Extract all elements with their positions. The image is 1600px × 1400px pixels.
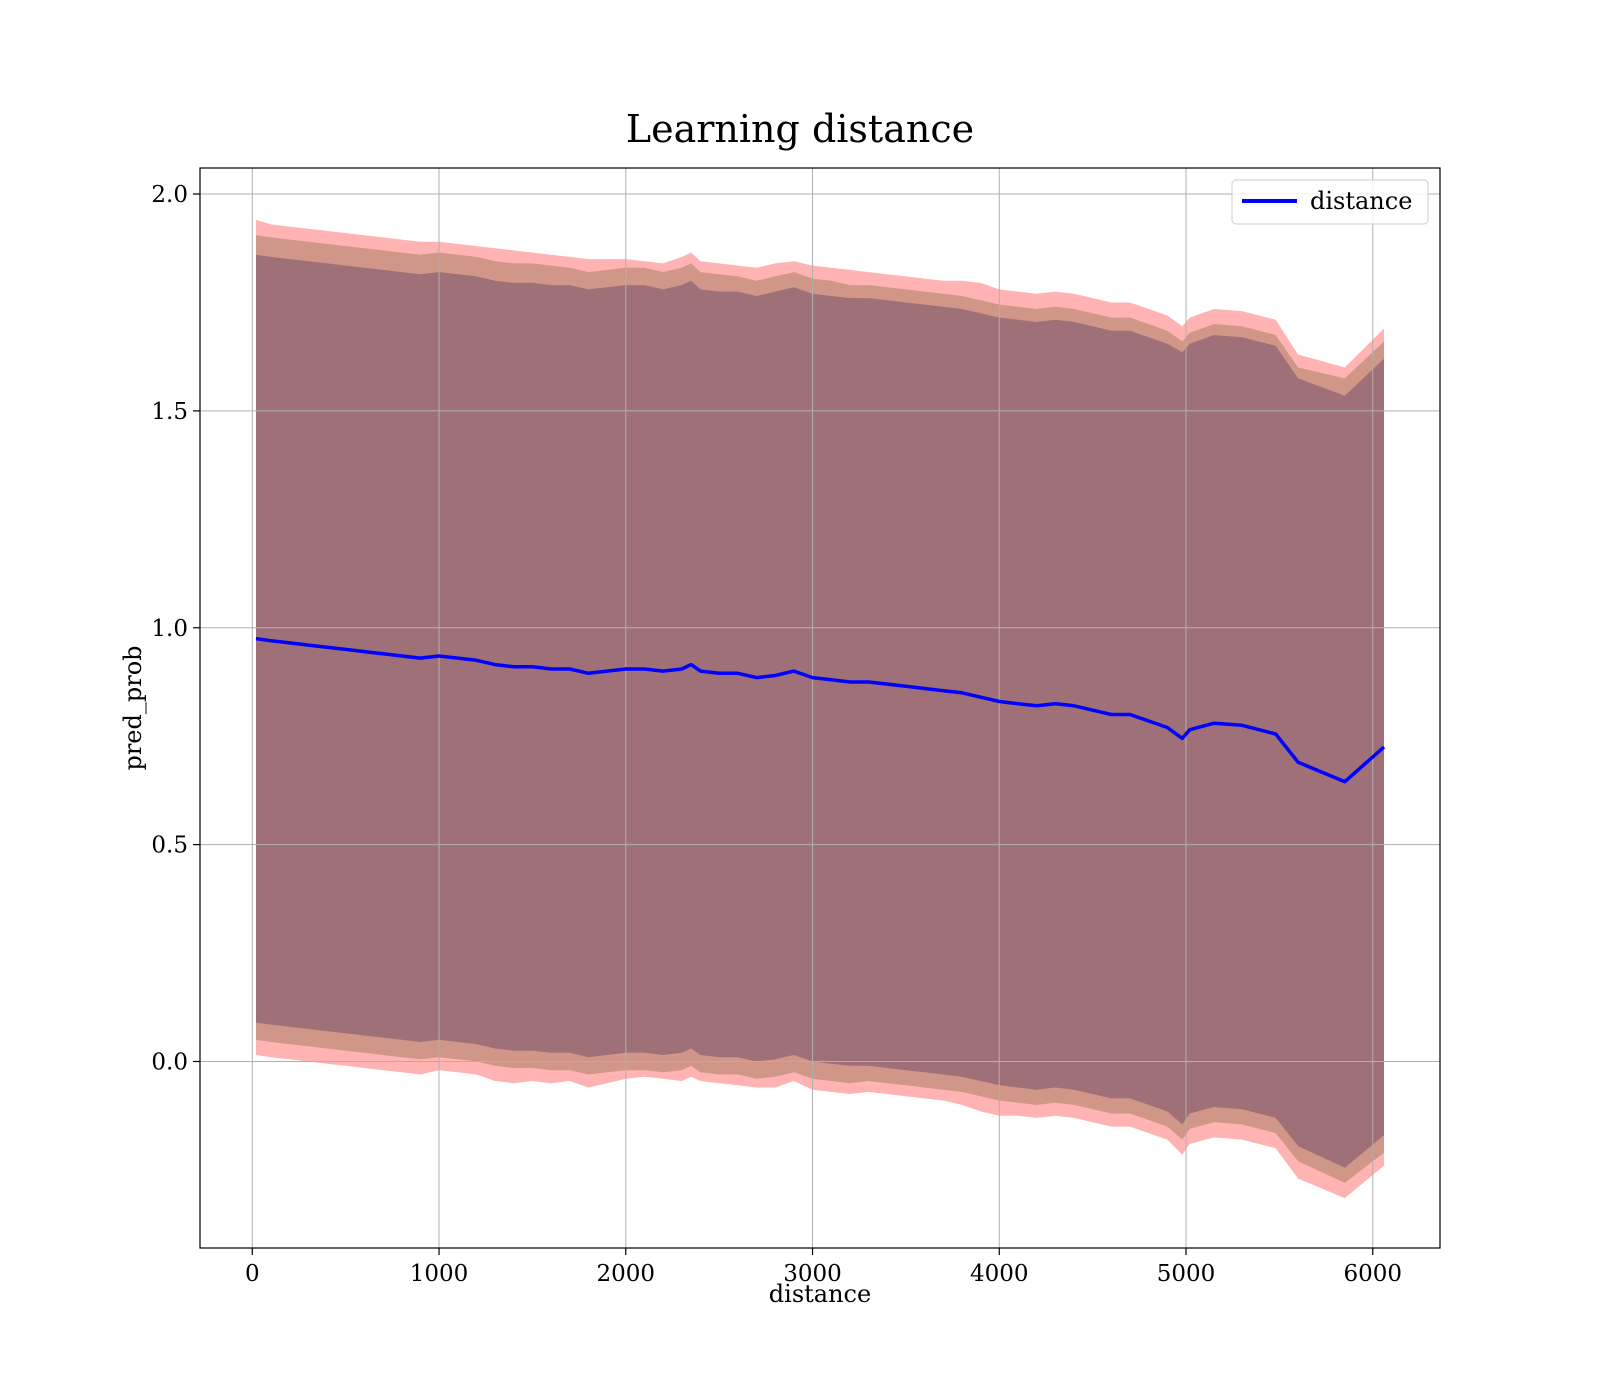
x-tick-label: 2000 [597, 1261, 656, 1287]
x-tick-label: 1000 [410, 1261, 469, 1287]
x-tick-label: 5000 [1157, 1261, 1216, 1287]
band-inner [256, 254, 1384, 1168]
series-lines [255, 636, 1386, 784]
x-axis-label: distance [769, 1280, 871, 1308]
y-tick-label: 1.0 [151, 616, 188, 642]
x-tick-label: 3000 [783, 1261, 842, 1287]
x-axis-ticks: 0 1000 2000 3000 4000 5000 6000 [245, 1248, 1402, 1287]
x-tick-label: 0 [245, 1261, 260, 1287]
x-tick-label: 4000 [970, 1261, 1029, 1287]
chart-title: Learning distance [626, 107, 974, 151]
series-line-distance [255, 636, 1386, 784]
y-axis-label: pred_prob [119, 645, 147, 770]
y-tick-label: 0.0 [151, 1049, 188, 1075]
plot-frame [199, 167, 1441, 1249]
legend-box [1231, 179, 1429, 225]
legend: distance [1231, 179, 1429, 225]
y-tick-label: 0.5 [151, 833, 188, 859]
legend-label-distance: distance [1310, 187, 1412, 215]
confidence-bands [256, 220, 1384, 1199]
y-tick-label: 2.0 [151, 182, 188, 208]
x-tick-label: 6000 [1343, 1261, 1402, 1287]
y-tick-label: 1.5 [151, 399, 188, 425]
y-axis-ticks: 0.0 0.5 1.0 1.5 2.0 [151, 182, 200, 1075]
